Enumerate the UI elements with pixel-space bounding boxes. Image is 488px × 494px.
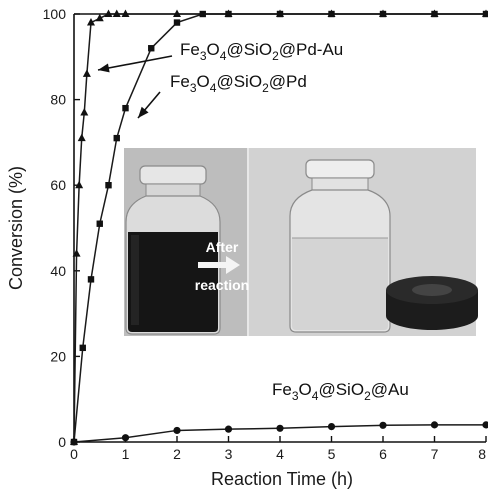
data-point	[87, 276, 95, 283]
data-point	[112, 9, 121, 17]
arrow-text-reaction: reaction	[195, 277, 249, 293]
data-point	[95, 13, 104, 22]
after-reaction-arrow: After reaction	[195, 239, 249, 293]
data-point	[80, 107, 89, 116]
y-axis-title: Conversion (%)	[6, 166, 26, 290]
x-tick-label: 4	[276, 446, 284, 462]
data-point	[121, 9, 130, 17]
data-point	[96, 220, 103, 227]
series-label: Fe3O4@SiO2@Pd-Au	[180, 40, 343, 63]
data-point	[75, 180, 84, 189]
data-point	[225, 10, 232, 18]
y-tick-label: 60	[50, 177, 66, 193]
data-point	[379, 421, 387, 429]
data-point	[77, 133, 86, 142]
data-point	[482, 10, 488, 18]
data-point	[122, 104, 129, 112]
data-point	[105, 182, 112, 189]
x-axis-title: Reaction Time (h)	[211, 469, 353, 489]
data-point	[199, 10, 206, 18]
label-arrow	[97, 55, 173, 71]
inset-photo: After reaction	[124, 148, 478, 336]
data-point	[173, 9, 181, 17]
data-point	[104, 9, 113, 17]
x-tick-label: 2	[173, 446, 181, 462]
data-point	[148, 45, 155, 52]
x-tick-label: 1	[122, 446, 130, 462]
data-point	[173, 426, 181, 435]
x-tick-label: 6	[379, 446, 387, 462]
x-tick-label: 7	[431, 446, 439, 462]
y-tick-label: 80	[50, 92, 66, 108]
data-point	[430, 421, 439, 429]
series-line	[73, 13, 486, 443]
series-square	[70, 10, 488, 446]
x-tick-label: 0	[70, 446, 78, 462]
data-point	[482, 421, 488, 429]
y-tick-label: 0	[58, 434, 66, 450]
data-point	[113, 134, 120, 142]
arrow-text-after: After	[206, 239, 239, 255]
data-point	[276, 10, 284, 18]
data-point	[328, 10, 335, 18]
y-tick-label: 20	[50, 348, 66, 364]
data-point	[121, 434, 130, 442]
data-point	[327, 422, 336, 431]
data-point	[86, 18, 95, 26]
x-tick-label: 8	[478, 446, 486, 462]
label-arrowhead	[98, 63, 110, 73]
data-point	[431, 10, 438, 18]
x-tick-label: 5	[328, 446, 336, 462]
data-point	[82, 69, 91, 77]
data-point	[379, 10, 387, 18]
vial-after	[289, 159, 391, 333]
series-circle	[70, 421, 488, 446]
data-point	[173, 19, 181, 26]
y-tick-label: 40	[50, 263, 66, 279]
data-point	[70, 438, 78, 446]
vial-before	[125, 165, 221, 335]
data-point	[72, 249, 81, 257]
data-point	[224, 425, 233, 433]
vial-cap	[386, 276, 478, 330]
series-label: Fe3O4@SiO2@Pd	[170, 72, 307, 95]
series-label: Fe3O4@SiO2@Au	[272, 380, 409, 403]
label-arrowhead	[138, 106, 149, 118]
x-tick-label: 3	[225, 446, 233, 462]
data-point	[276, 424, 284, 432]
data-point	[79, 344, 86, 352]
y-tick-label: 100	[43, 6, 67, 22]
